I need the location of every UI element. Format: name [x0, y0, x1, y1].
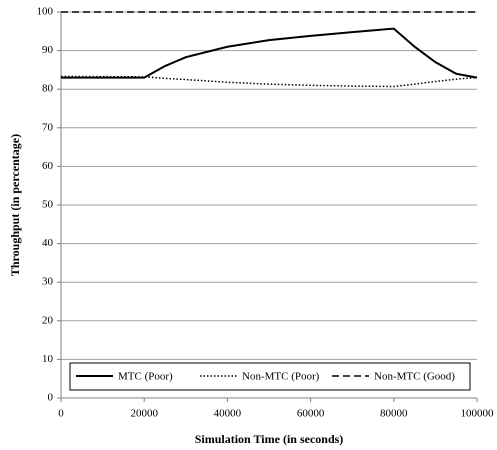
- legend-label: Non-MTC (Good): [374, 371, 455, 383]
- series-line: [60, 75, 478, 88]
- x-tick-label: 80000: [380, 408, 408, 420]
- y-tick-label: 20: [42, 314, 54, 326]
- x-tick-label: 0: [58, 408, 64, 420]
- legend-label: Non-MTC (Poor): [242, 371, 320, 383]
- legend-label: MTC (Poor): [118, 371, 173, 383]
- x-tick-label: 60000: [297, 408, 325, 420]
- y-tick-label: 40: [42, 237, 54, 249]
- y-tick-label: 0: [48, 392, 54, 404]
- x-tick-label: 20000: [130, 408, 158, 420]
- x-axis-label: Simulation Time (in seconds): [195, 432, 344, 446]
- y-axis-label: Throughput (in percentage): [8, 134, 22, 276]
- y-tick-label: 60: [42, 160, 54, 172]
- x-tick-label: 40000: [214, 408, 242, 420]
- series-line: [61, 27, 478, 79]
- y-tick-label: 80: [42, 83, 54, 95]
- y-tick-label: 100: [37, 6, 54, 18]
- y-tick-label: 30: [42, 276, 54, 288]
- y-tick-label: 50: [42, 199, 54, 211]
- y-tick-label: 90: [42, 44, 54, 56]
- y-tick-label: 10: [42, 353, 54, 365]
- legend-box: [69, 362, 471, 391]
- y-tick-label: 70: [42, 121, 54, 133]
- x-tick-label: 100000: [461, 408, 495, 420]
